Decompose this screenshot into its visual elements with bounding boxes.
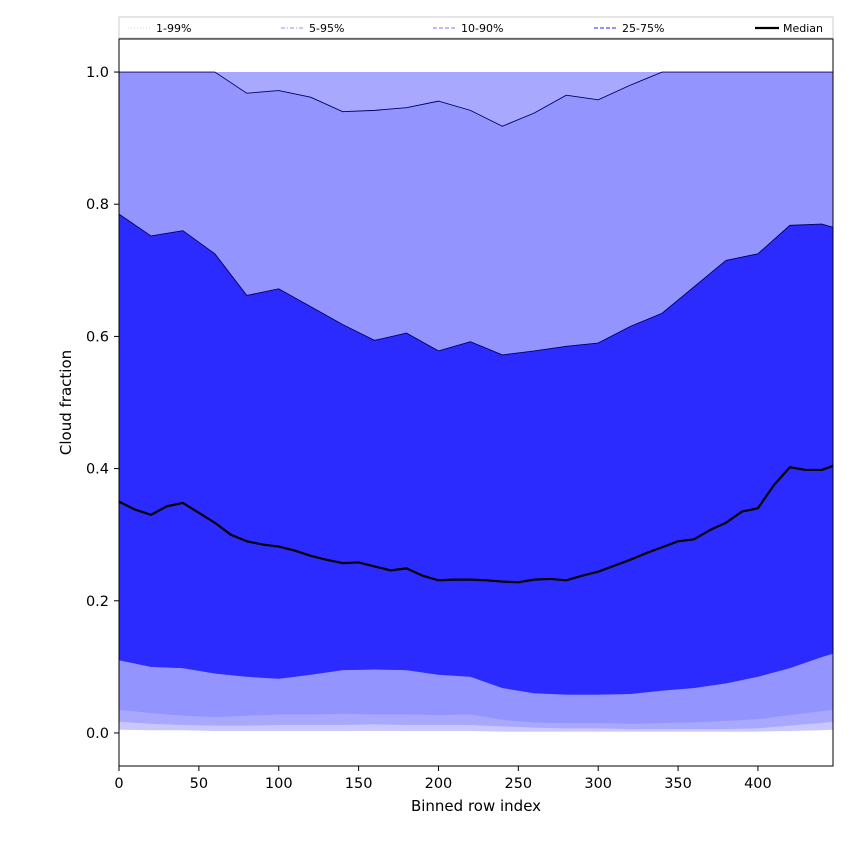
band-areas — [119, 72, 833, 732]
x-tick-label: 350 — [664, 776, 692, 792]
legend-label: Median — [783, 22, 823, 35]
x-tick-label: 250 — [504, 776, 532, 792]
median-line — [118, 464, 834, 584]
y-tick-label: 1.0 — [86, 65, 109, 81]
y-axis: 0.0 0.2 0.4 0.6 0.8 1.0 — [86, 65, 119, 742]
x-tick-label: 400 — [744, 776, 772, 792]
x-axis: 0 50 100 150 200 250 300 350 400 — [114, 766, 772, 792]
y-tick-label: 0.2 — [86, 594, 109, 610]
legend: 1-99% 5-95% 10-90% 25-75% Median — [118, 16, 834, 39]
legend-label: 10-90% — [461, 22, 503, 35]
plot-frame — [118, 38, 834, 767]
x-tick-label: 0 — [114, 776, 123, 792]
x-tick-label: 200 — [425, 776, 453, 792]
legend-label: 5-95% — [309, 22, 344, 35]
legend-label: 25-75% — [622, 22, 664, 35]
x-tick-label: 50 — [190, 776, 208, 792]
x-tick-label: 300 — [584, 776, 612, 792]
band-upper-edge-2 — [119, 71, 833, 127]
plot-border — [118, 38, 834, 767]
x-axis-title: Binned row index — [411, 797, 541, 815]
x-tick-label: 100 — [265, 776, 293, 792]
band-upper-edge-3 — [118, 213, 834, 356]
y-axis-title: Cloud fraction — [57, 350, 75, 455]
legend-box — [118, 16, 834, 39]
band-edges — [118, 71, 834, 356]
series-lines — [118, 464, 834, 584]
y-tick-label: 0.4 — [86, 462, 109, 478]
y-tick-label: 0.0 — [86, 726, 109, 742]
legend-label: 1-99% — [156, 22, 191, 35]
y-tick-label: 0.8 — [86, 197, 109, 213]
y-tick-label: 0.6 — [86, 329, 109, 345]
band-core — [119, 214, 833, 695]
x-tick-label: 150 — [345, 776, 373, 792]
